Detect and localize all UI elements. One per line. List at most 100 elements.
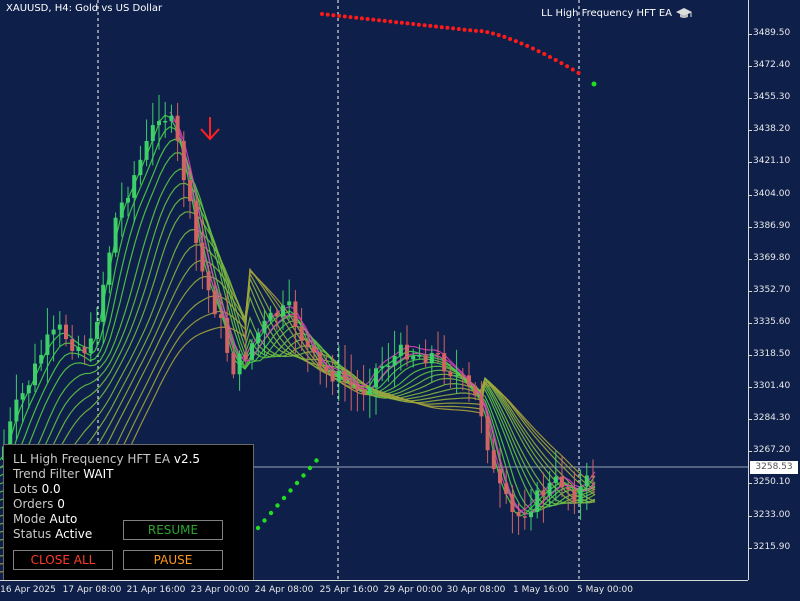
- candle-body: [417, 355, 422, 357]
- candle-body: [454, 375, 459, 377]
- candle-body: [330, 371, 335, 382]
- signal-dot-red: [422, 23, 427, 28]
- time-tick-label: 25 Apr 16:00: [319, 585, 379, 595]
- candle-body: [113, 217, 118, 253]
- price-tick-label: 3250.10: [753, 477, 791, 488]
- candle-body: [423, 355, 428, 364]
- panel-title: LL High Frequency HFT EA v2.5: [13, 452, 200, 466]
- candle-body: [175, 115, 180, 141]
- candle-body: [256, 332, 261, 344]
- candle-body: [119, 202, 124, 218]
- price-scale[interactable]: 3489.50 3472.40 3455.30 3438.20 3421.10 3404.…: [748, 0, 800, 580]
- signal-dot-red: [485, 30, 490, 35]
- signal-dot-green: [301, 473, 306, 478]
- candle-body: [57, 324, 62, 330]
- price-tick-label: 3455.30: [753, 92, 791, 103]
- signal-dot-red: [468, 28, 473, 33]
- signal-dot-red: [479, 29, 484, 34]
- candle-body: [392, 355, 397, 366]
- candle-body: [367, 387, 372, 395]
- orders-row: Orders 0: [13, 497, 65, 511]
- signal-dot-red: [559, 61, 564, 66]
- price-tick-label: 3233.00: [753, 509, 791, 520]
- time-tick-label: 17 Apr 08:00: [62, 585, 122, 595]
- time-tick-label: 23 Apr 00:00: [190, 585, 250, 595]
- lots-row: Lots 0.0: [13, 482, 61, 496]
- candle-body: [485, 416, 490, 451]
- candle-body: [88, 338, 93, 354]
- signal-dot-red: [354, 15, 359, 20]
- current-price-label: 3258.53: [750, 461, 798, 474]
- signal-dot-green: [268, 510, 274, 516]
- graduation-cap-icon: [676, 8, 692, 18]
- price-tick-mark: [749, 387, 752, 389]
- candle-body: [237, 353, 242, 375]
- signal-dot-green: [255, 525, 261, 531]
- price-tick-label: 3472.40: [753, 60, 791, 71]
- candle-body: [529, 512, 533, 518]
- price-chart[interactable]: XAUUSD, H4: Gold vs US Dollar LL High Fr…: [0, 0, 748, 581]
- candle-body: [578, 486, 583, 503]
- price-tick-mark: [749, 290, 752, 292]
- chart-canvas[interactable]: [0, 0, 748, 580]
- status-row: Status Active: [13, 527, 92, 541]
- candle-body: [250, 343, 254, 360]
- time-tick-label: 16 Apr 2025: [0, 585, 56, 595]
- signal-dot-red: [451, 26, 456, 31]
- candle-body: [76, 346, 81, 351]
- candle-body: [163, 120, 168, 123]
- signal-dot-red: [508, 37, 513, 41]
- candle-body: [206, 271, 211, 291]
- mode-row: Mode Auto: [13, 512, 77, 526]
- signal-dot-red: [513, 39, 518, 44]
- sell-arrow-icon: [200, 117, 220, 141]
- ea-label: LL High Frequency HFT EA: [541, 7, 692, 19]
- candle-body: [157, 121, 161, 126]
- time-tick-label: 5 May 00:00: [577, 585, 633, 595]
- signal-dot-red: [439, 25, 444, 30]
- signal-dot-red: [491, 31, 495, 36]
- candle-body: [51, 329, 56, 335]
- price-tick-mark: [749, 355, 752, 356]
- price-tick-label: 3438.20: [753, 124, 791, 135]
- candle-body: [20, 393, 25, 400]
- candle-body: [547, 482, 552, 496]
- mode-label: Mode: [13, 512, 46, 526]
- candle-body: [498, 469, 502, 484]
- candle-body: [243, 353, 248, 360]
- candle-body: [181, 140, 186, 181]
- resume-button[interactable]: RESUME: [123, 520, 223, 540]
- time-tick-label: 24 Apr 08:00: [254, 585, 314, 595]
- price-tick-label: 3386.90: [753, 220, 791, 231]
- candle-body: [299, 326, 304, 341]
- candle-body: [318, 352, 323, 367]
- price-tick-label: 3352.70: [753, 284, 791, 295]
- trend-filter-value: WAIT: [83, 467, 114, 481]
- signal-dot-red: [388, 19, 393, 24]
- signal-dot-red: [325, 12, 330, 17]
- signal-dot-red: [359, 16, 364, 21]
- signal-dot-green: [591, 81, 597, 87]
- candle-body: [101, 284, 106, 322]
- candle-body: [535, 490, 540, 513]
- close-all-button[interactable]: CLOSE ALL: [13, 550, 113, 570]
- panel-title-text: LL High Frequency HFT EA: [13, 452, 171, 466]
- price-tick-label: 3301.40: [753, 381, 791, 392]
- ea-name: LL High Frequency HFT EA: [541, 7, 672, 19]
- pause-button[interactable]: PAUSE: [123, 550, 223, 570]
- price-tick-mark: [749, 98, 752, 100]
- price-tick-label: 3421.10: [753, 156, 791, 167]
- candle-body: [522, 516, 527, 518]
- candle-body: [349, 381, 354, 386]
- candle-body: [324, 366, 329, 372]
- candle-body: [33, 363, 37, 386]
- price-tick-mark: [749, 451, 752, 453]
- time-scale[interactable]: 16 Apr 2025 17 Apr 08:00 21 Apr 16:00 23 Ap…: [0, 580, 748, 601]
- candle-body: [225, 317, 230, 353]
- candle-body: [26, 385, 31, 394]
- price-tick-mark: [749, 515, 752, 517]
- signal-dot-red: [553, 58, 558, 62]
- time-tick-label: 1 May 16:00: [513, 585, 569, 595]
- candle-body: [150, 125, 155, 141]
- candle-body: [584, 475, 589, 487]
